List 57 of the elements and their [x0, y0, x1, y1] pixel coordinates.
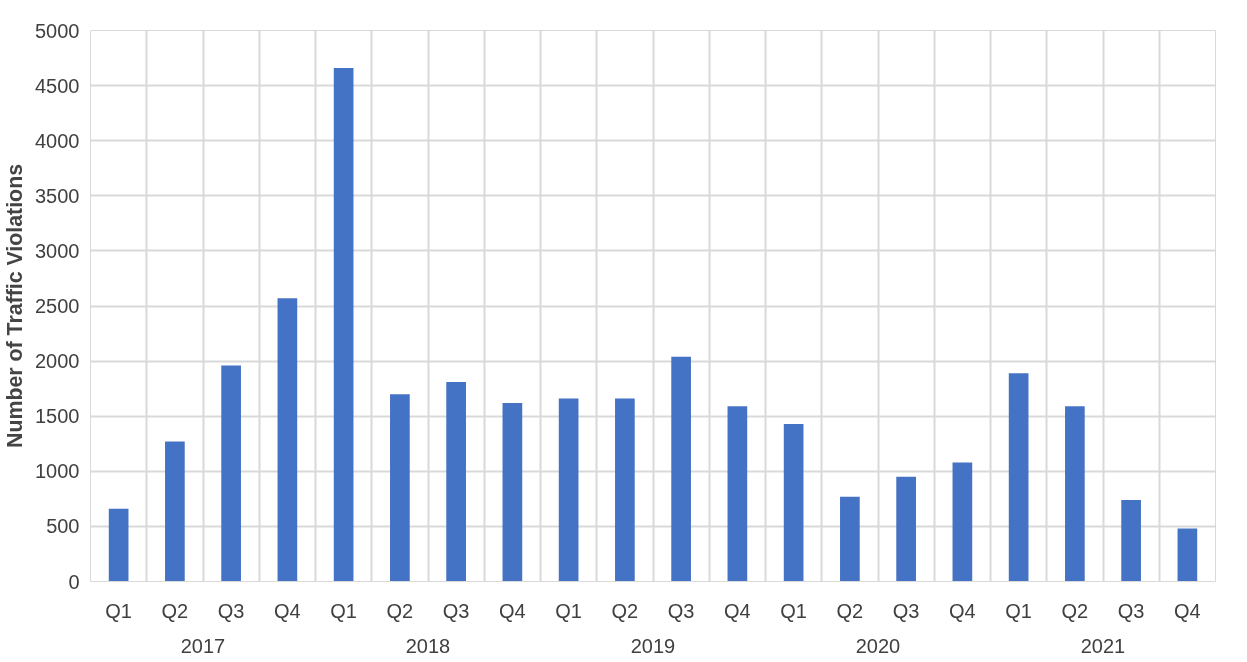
- y-tick-label: 4500: [35, 74, 80, 97]
- x-tick-label: Q4: [724, 599, 751, 622]
- bar: [840, 496, 860, 582]
- bar: [165, 441, 185, 582]
- text: 2018: [405, 634, 451, 657]
- bar: [390, 394, 410, 582]
- y-tick-label: 0: [68, 570, 80, 593]
- bar: [952, 462, 973, 582]
- bar: [1065, 406, 1085, 582]
- bar: [502, 402, 523, 582]
- bar: [615, 398, 635, 582]
- bar: [277, 298, 298, 582]
- y-tick-label: 1000: [35, 460, 80, 483]
- x-tick-label: Q1: [105, 599, 132, 622]
- text: 2020: [855, 634, 901, 657]
- x-tick-label: Q3: [667, 599, 695, 622]
- bar: [1008, 373, 1029, 582]
- bar: [221, 365, 241, 582]
- y-tick-label: 3000: [35, 239, 80, 262]
- y-tick-label: 1500: [35, 405, 80, 428]
- x-tick-label: Q4: [949, 599, 976, 622]
- x-tick-label: Q4: [499, 599, 526, 622]
- x-tick-label: Q4: [1174, 599, 1201, 622]
- y-tick-label: 5000: [35, 19, 80, 42]
- y-axis-title: Number of Traffic Violations: [3, 163, 28, 449]
- y-tick-label: 4000: [35, 129, 80, 152]
- x-tick-label: Q2: [161, 599, 189, 622]
- y-tick-label: 500: [46, 515, 80, 538]
- bar: [1177, 528, 1198, 582]
- x-tick-label: Q2: [836, 599, 864, 622]
- y-tick-label: 3500: [35, 184, 80, 207]
- x-tick-label: Q2: [1061, 599, 1089, 622]
- bar: [727, 406, 748, 582]
- x-tick-label: Q3: [442, 599, 470, 622]
- y-tick-label: 2000: [35, 350, 80, 373]
- x-tick-label: Q3: [1117, 599, 1145, 622]
- bar: [333, 67, 354, 582]
- x-tick-label: Q3: [217, 599, 245, 622]
- bar: [558, 398, 579, 582]
- bar: [671, 356, 691, 582]
- x-tick-label: Q4: [274, 599, 301, 622]
- bar: [783, 423, 804, 582]
- x-tick-label: Q1: [330, 599, 357, 622]
- text: 2021: [1080, 634, 1126, 657]
- bar: [896, 476, 916, 582]
- text: 2019: [630, 634, 676, 657]
- x-tick-label: Q3: [892, 599, 920, 622]
- bar: [1121, 499, 1141, 582]
- x-tick-label: Q1: [1005, 599, 1032, 622]
- x-tick-label: Q2: [611, 599, 639, 622]
- bar: [108, 508, 129, 582]
- x-tick-label: Q1: [555, 599, 582, 622]
- x-tick-label: Q1: [780, 599, 807, 622]
- bar: [446, 382, 466, 582]
- text: 2017: [180, 634, 226, 657]
- y-tick-label: 2500: [35, 295, 80, 317]
- x-tick-label: Q2: [386, 599, 414, 622]
